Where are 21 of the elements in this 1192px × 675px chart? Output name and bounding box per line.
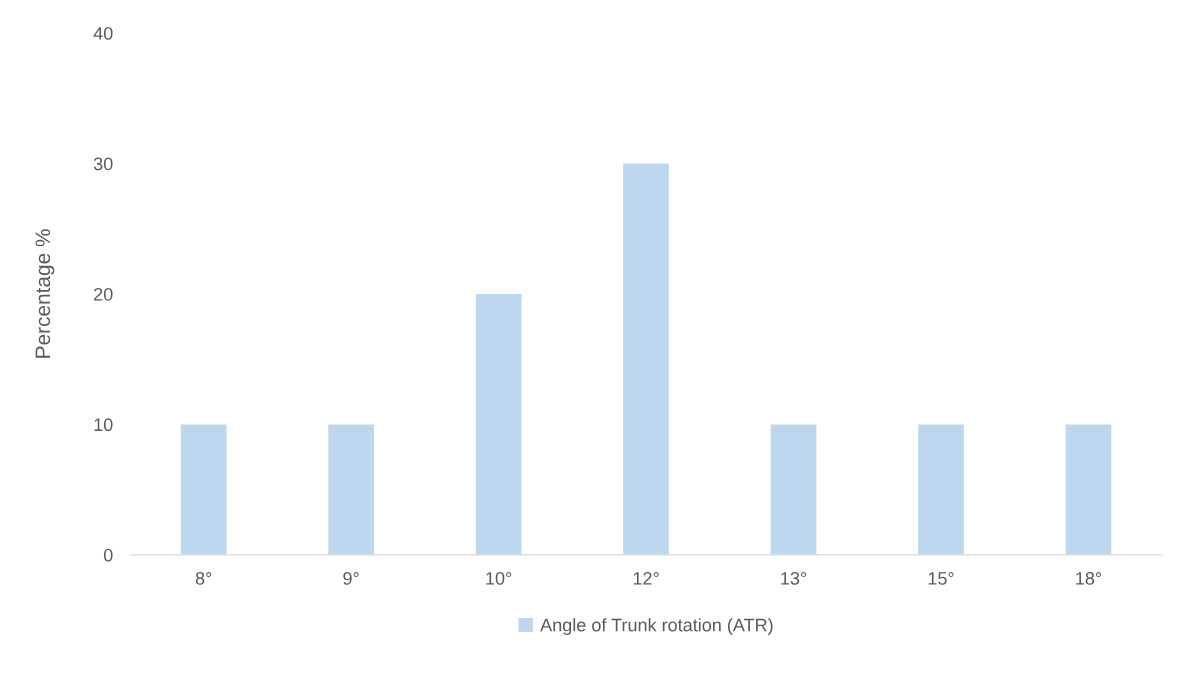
bar — [180, 424, 227, 555]
x-tick-label: 8° — [195, 571, 212, 585]
x-tick-label: 9° — [343, 571, 359, 585]
y-tick-label: 0 — [103, 548, 113, 562]
bar — [770, 424, 817, 555]
legend-label: Angle of Trunk rotation (ATR) — [540, 618, 773, 635]
y-tick-label: 20 — [94, 287, 113, 301]
y-tick-label: 10 — [94, 418, 113, 432]
bar — [918, 424, 964, 555]
bar — [475, 293, 522, 555]
x-tick-label: 15° — [928, 571, 954, 585]
y-tick-label: 40 — [93, 27, 113, 40]
x-tick-label: 10° — [486, 571, 512, 585]
bar — [623, 163, 669, 555]
y-tick-label: 30 — [93, 157, 113, 171]
y-axis-title: Percentage % — [35, 229, 55, 358]
bar — [328, 424, 374, 555]
x-tick-label: 12° — [633, 571, 659, 585]
bar — [1065, 424, 1112, 555]
x-tick-label: 18° — [1076, 571, 1102, 585]
x-tick-label: 13° — [781, 571, 807, 585]
